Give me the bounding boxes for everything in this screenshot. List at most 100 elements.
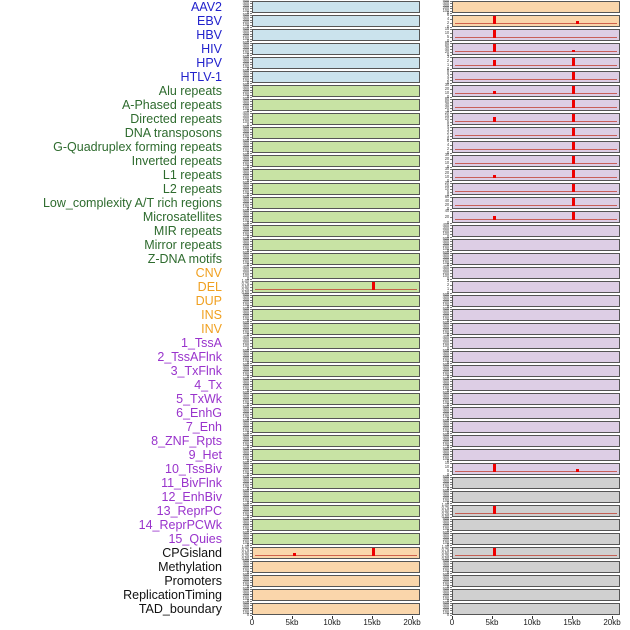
- y-tick-label: 100: [242, 49, 250, 55]
- track-panel-left[interactable]: [252, 43, 420, 55]
- track-panel-left[interactable]: [252, 225, 420, 237]
- track-panel-right[interactable]: [452, 491, 620, 503]
- track-panel-right[interactable]: [452, 197, 620, 209]
- y-tick-label: 100: [242, 119, 250, 124]
- track-panel-left[interactable]: [252, 421, 420, 433]
- track-panel-left[interactable]: [252, 561, 420, 573]
- track-panel-left[interactable]: [252, 407, 420, 419]
- track-panel-right[interactable]: [452, 477, 620, 489]
- track-panel-right[interactable]: [452, 547, 620, 559]
- track-panel-right[interactable]: [452, 561, 620, 573]
- track-panel-right[interactable]: [452, 29, 620, 41]
- track-panel-left[interactable]: [252, 1, 420, 13]
- track-panel-right[interactable]: [452, 575, 620, 587]
- track-panel-right[interactable]: [452, 71, 620, 83]
- track-panel-left[interactable]: [252, 99, 420, 111]
- track-panel-left[interactable]: [252, 127, 420, 139]
- track-panel-right[interactable]: [452, 239, 620, 251]
- track-panel-right[interactable]: [452, 183, 620, 195]
- track-panel-right[interactable]: [452, 211, 620, 223]
- y-tick-label: 500: [442, 474, 450, 479]
- track-panel-left[interactable]: [252, 211, 420, 223]
- track-panel-right[interactable]: [452, 393, 620, 405]
- track-panel-right[interactable]: [452, 337, 620, 349]
- track-panel-left[interactable]: [252, 547, 420, 559]
- track-panel-right[interactable]: [452, 15, 620, 27]
- track-panel-right[interactable]: [452, 589, 620, 601]
- track-panel-left[interactable]: [252, 365, 420, 377]
- track-panel-right[interactable]: [452, 533, 620, 545]
- track-panel-right[interactable]: [452, 141, 620, 153]
- track-panel-right[interactable]: [452, 57, 620, 69]
- track-panel-left[interactable]: [252, 57, 420, 69]
- track-panel-right[interactable]: [452, 155, 620, 167]
- track-panel-right[interactable]: [452, 127, 620, 139]
- track-panel-right[interactable]: [452, 435, 620, 447]
- track-panel-left[interactable]: [252, 463, 420, 475]
- track-panel-right[interactable]: [452, 295, 620, 307]
- track-panel-left[interactable]: [252, 71, 420, 83]
- track-panel-left[interactable]: [252, 505, 420, 517]
- track-panel-right[interactable]: [452, 309, 620, 321]
- track-panel-left[interactable]: [252, 575, 420, 587]
- track-panel-left[interactable]: [252, 533, 420, 545]
- track-panel-left[interactable]: [252, 183, 420, 195]
- track-panel-left[interactable]: [252, 309, 420, 321]
- track-panel-right[interactable]: [452, 169, 620, 181]
- track-panel-right[interactable]: [452, 603, 620, 615]
- track-panel-left[interactable]: [252, 393, 420, 405]
- track-panel-right[interactable]: [452, 449, 620, 461]
- track-panel-left[interactable]: [252, 169, 420, 181]
- track-panel-left[interactable]: [252, 281, 420, 293]
- y-tick-mark: [450, 318, 452, 320]
- y-tick-label: 200: [442, 270, 450, 275]
- y-tick-mark: [250, 209, 252, 210]
- track-panel-right[interactable]: [452, 99, 620, 111]
- track-panel-right[interactable]: [452, 113, 620, 125]
- track-panel-left[interactable]: [252, 323, 420, 335]
- track-panel-right[interactable]: [452, 351, 620, 363]
- baseline: [454, 162, 618, 164]
- track-panel-right[interactable]: [452, 365, 620, 377]
- track-panel-left[interactable]: [252, 337, 420, 349]
- track-panel-left[interactable]: [252, 491, 420, 503]
- track-panel-left[interactable]: [252, 379, 420, 391]
- track-panel-left[interactable]: [252, 253, 420, 265]
- data-spike: [575, 20, 579, 24]
- track-panel-left[interactable]: [252, 141, 420, 153]
- track-panel-right[interactable]: [452, 43, 620, 55]
- track-panel-right[interactable]: [452, 253, 620, 265]
- track-panel-left[interactable]: [252, 197, 420, 209]
- track-panel-left[interactable]: [252, 435, 420, 447]
- track-panel-left[interactable]: [252, 519, 420, 531]
- track-panel-left[interactable]: [252, 477, 420, 489]
- track-panel-left[interactable]: [252, 267, 420, 279]
- track-panel-right[interactable]: [452, 225, 620, 237]
- track-panel-right[interactable]: [452, 379, 620, 391]
- y-tick-label: 400: [242, 70, 250, 76]
- track-panel-right[interactable]: [452, 421, 620, 433]
- track-panel-right[interactable]: [452, 323, 620, 335]
- track-panel-left[interactable]: [252, 155, 420, 167]
- track-panel-right[interactable]: [452, 519, 620, 531]
- track-panel-left[interactable]: [252, 29, 420, 41]
- track-panel-left[interactable]: [252, 603, 420, 615]
- track-panel-right[interactable]: [452, 505, 620, 517]
- track-panel-left[interactable]: [252, 85, 420, 97]
- track-panel-left[interactable]: [252, 589, 420, 601]
- track-panel-left[interactable]: [252, 113, 420, 125]
- track-panel-left[interactable]: [252, 351, 420, 363]
- track-panel-right[interactable]: [452, 1, 620, 13]
- track-panel-right[interactable]: [452, 281, 620, 293]
- track-panel-right[interactable]: [452, 267, 620, 279]
- y-tick-label: 0.25: [241, 287, 250, 292]
- track-panel-left[interactable]: [252, 15, 420, 27]
- track-panel-right[interactable]: [452, 407, 620, 419]
- y-tick-mark: [450, 127, 452, 128]
- track-panel-left[interactable]: [252, 295, 420, 307]
- track-panel-left[interactable]: [252, 449, 420, 461]
- track-panel-right[interactable]: [452, 85, 620, 97]
- y-tick-label: 0: [446, 164, 449, 169]
- track-panel-left[interactable]: [252, 239, 420, 251]
- track-panel-right[interactable]: [452, 463, 620, 475]
